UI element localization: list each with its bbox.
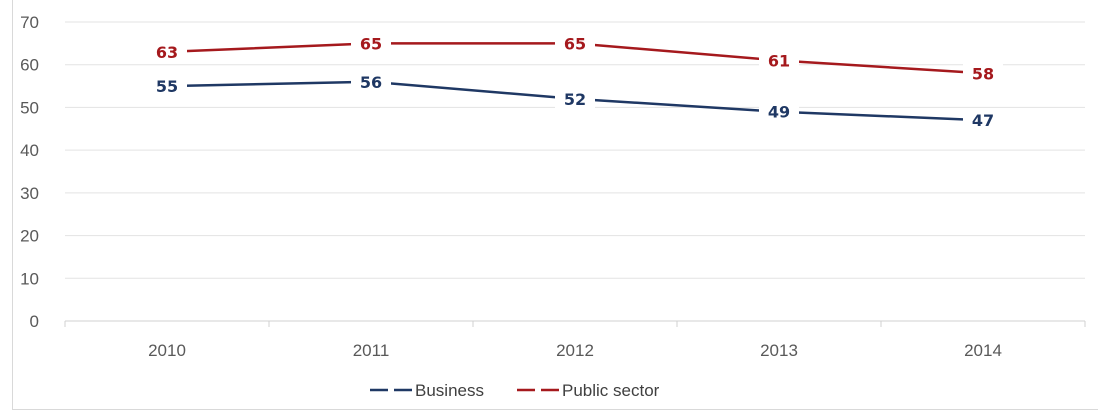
- x-tick-label: 2014: [964, 341, 1002, 360]
- y-tick-label: 30: [20, 184, 39, 203]
- x-tick-label: 2012: [556, 341, 594, 360]
- data-label: 55: [156, 77, 178, 96]
- x-tick-label: 2011: [353, 341, 390, 360]
- data-label-bg: [147, 39, 187, 64]
- legend-label-2: Public sector: [562, 381, 660, 400]
- legend-label-1: Business: [415, 381, 484, 400]
- data-label: 65: [360, 34, 382, 53]
- y-tick-label: 20: [20, 227, 39, 246]
- data-label: 61: [768, 51, 790, 70]
- data-label-bg: [963, 108, 1003, 133]
- data-label-bg: [759, 99, 799, 124]
- gridlines: [65, 21, 1085, 279]
- data-label: 52: [564, 90, 586, 109]
- y-tick-label: 10: [20, 269, 39, 288]
- y-tick-label: 40: [20, 141, 39, 160]
- y-tick-label: 50: [20, 98, 39, 117]
- data-label: 65: [564, 34, 586, 53]
- y-tick-label: 60: [20, 56, 39, 75]
- data-label-bg: [351, 69, 391, 94]
- y-tick-label: 70: [20, 13, 39, 32]
- data-label-bg: [963, 61, 1003, 86]
- y-tick-label: 0: [30, 312, 39, 331]
- data-label-bg: [555, 86, 595, 111]
- data-labels: 55 56 52 49 47 63 65 65 61 58: [147, 31, 1003, 133]
- data-label: 49: [768, 103, 790, 122]
- axes: 0 10 20 30 40 50 60 70 2010 2011 2012 2013 2014: [20, 13, 1086, 360]
- chart-frame: [12, 0, 1098, 410]
- x-tick-label: 2013: [760, 341, 798, 360]
- data-label: 58: [972, 64, 994, 83]
- legend: Business Public sector: [370, 381, 660, 400]
- x-tick-label: 2010: [148, 341, 186, 360]
- data-label-bg: [147, 74, 187, 99]
- data-label-bg: [555, 31, 595, 56]
- data-label: 56: [360, 73, 382, 92]
- data-label: 47: [972, 111, 994, 130]
- data-label-bg: [351, 31, 391, 56]
- data-label: 63: [156, 43, 178, 62]
- data-label-bg: [759, 48, 799, 73]
